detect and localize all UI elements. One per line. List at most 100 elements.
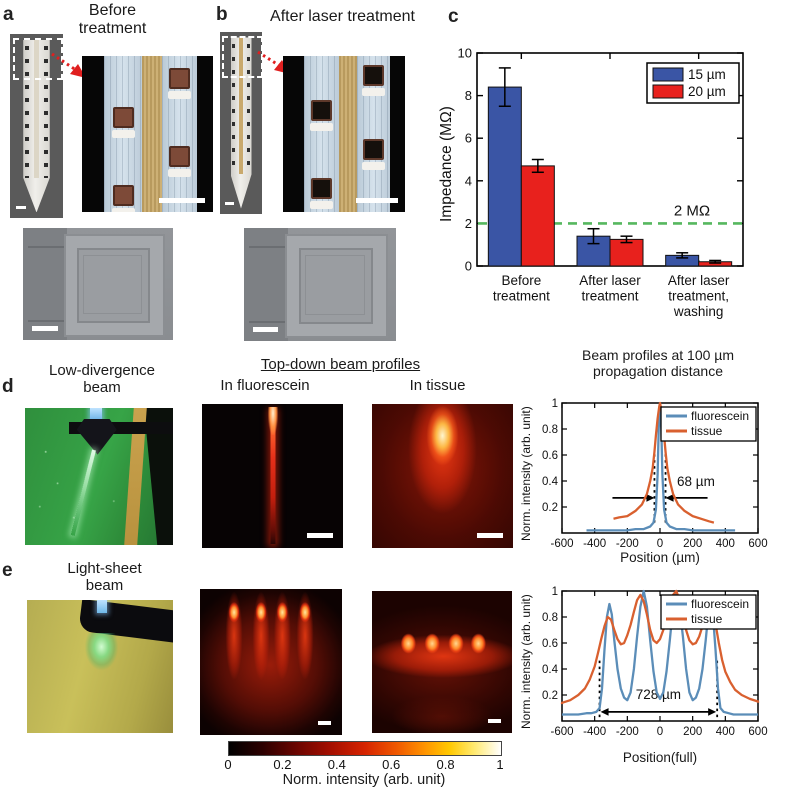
electrode-site	[111, 107, 135, 139]
electrode-dots-left	[25, 46, 29, 178]
svg-text:-600: -600	[550, 538, 573, 550]
probe-waveguide-stripe	[239, 37, 243, 175]
electrode-dots-left	[232, 44, 235, 175]
svg-text:-600: -600	[550, 726, 573, 738]
scale-bar	[253, 326, 279, 332]
scale-bar	[159, 197, 206, 203]
sem-electrode-before	[23, 228, 173, 340]
waveguide-stripe	[142, 56, 162, 212]
electrode-site	[362, 65, 386, 97]
probe-photo-after	[220, 32, 262, 214]
svg-text:0.6: 0.6	[542, 638, 558, 650]
colorbar-tick: 0.6	[382, 757, 401, 772]
svg-text:400: 400	[716, 538, 735, 550]
beam-image-fluorescein-low-divergence	[202, 404, 343, 548]
beam-profile-chart: 0.2 0.4 0.6 0.8 1 -600 -400 -200 0 200 400 600 68 µm…	[542, 398, 768, 550]
electrode-site	[309, 177, 333, 209]
panel-c-label: c	[448, 6, 459, 27]
beam-image-fluorescein-light-sheet	[200, 589, 342, 735]
electrode-site	[168, 68, 192, 100]
svg-text:tissue: tissue	[691, 424, 723, 438]
svg-text:0: 0	[657, 726, 663, 738]
optical-fiber	[90, 408, 102, 424]
scale-bar	[225, 201, 235, 205]
svg-text:4: 4	[465, 173, 472, 188]
scale-bar	[355, 197, 398, 203]
colorbar-tick: 0.8	[436, 757, 455, 772]
colorbar-tick: 0.2	[273, 757, 292, 772]
scale-bar	[487, 719, 501, 724]
probe-shank	[230, 37, 252, 209]
svg-text:0.8: 0.8	[542, 424, 558, 436]
svg-text:tissue: tissue	[691, 612, 723, 626]
electrode-closeup-before	[82, 56, 213, 212]
panel-e-title: Light-sheet beam	[67, 560, 142, 595]
scale-bar	[317, 720, 331, 725]
impedance-bar-chart: 0 2 4 6 8 10 2 MΩ Before treatment After laser tre…	[458, 46, 744, 319]
svg-text:20 µm: 20 µm	[688, 84, 726, 99]
svg-text:8: 8	[465, 88, 472, 103]
colorbar-ticks: 0 0.2 0.4 0.6 0.8 1	[224, 757, 503, 772]
scale-bar	[477, 532, 504, 538]
svg-text:0.2: 0.2	[542, 502, 558, 514]
shank-band-right	[161, 56, 198, 212]
panel-a-label: a	[3, 4, 14, 25]
svg-text:68 µm: 68 µm	[677, 474, 715, 489]
optical-fiber	[97, 600, 108, 614]
svg-text:15 µm: 15 µm	[688, 67, 726, 82]
svg-text:0: 0	[465, 259, 472, 274]
svg-text:6: 6	[465, 131, 472, 146]
electrode-dots-right	[44, 46, 48, 178]
svg-text:200: 200	[683, 726, 702, 738]
svg-text:1: 1	[552, 398, 558, 410]
svg-text:0.8: 0.8	[542, 612, 558, 624]
line-chart-d-title: Beam profiles at 100 µm propagation dist…	[581, 347, 735, 380]
probe-shank	[23, 39, 50, 213]
svg-text:600: 600	[748, 538, 767, 550]
scale-bar	[16, 205, 27, 209]
scale-bar	[307, 532, 334, 538]
panel-b-label: b	[216, 4, 228, 25]
svg-text:0.4: 0.4	[542, 476, 559, 488]
photo-low-divergence	[25, 408, 173, 545]
svg-text:200: 200	[683, 538, 702, 550]
electrode-site	[309, 99, 333, 131]
top-down-header: Top-down beam profiles	[260, 356, 421, 373]
svg-text:600: 600	[748, 726, 767, 738]
svg-text:-400: -400	[583, 538, 606, 550]
svg-text:-400: -400	[583, 726, 606, 738]
svg-text:400: 400	[716, 726, 735, 738]
svg-text:fluorescein: fluorescein	[691, 409, 749, 423]
svg-text:-200: -200	[616, 538, 639, 550]
sem-electrode-after	[244, 228, 396, 341]
line-chart-e-xlabel: Position(full)	[622, 750, 698, 765]
svg-text:-200: -200	[616, 726, 639, 738]
svg-text:0.2: 0.2	[542, 690, 558, 702]
zoom-region-box	[222, 35, 262, 78]
svg-text:1: 1	[552, 586, 558, 598]
electrode-site	[168, 146, 192, 178]
electrode-closeup-after	[283, 56, 405, 212]
beam-tip	[267, 406, 278, 435]
electrode-dots-right	[247, 44, 250, 175]
laser-glow	[81, 633, 122, 703]
colorbar-tick: 0	[224, 757, 232, 772]
colorbar-label: Norm. intensity (arb. unit)	[282, 772, 446, 788]
colorbar	[228, 741, 502, 756]
beam-image-tissue-light-sheet	[372, 591, 512, 733]
svg-text:0: 0	[657, 538, 663, 550]
colorbar-tick: 0.4	[327, 757, 346, 772]
in-fluorescein-header: In fluorescein	[220, 377, 310, 394]
waveguide-stripe	[339, 56, 358, 212]
line-chart-d-xlabel: Position (µm)	[620, 550, 700, 565]
electrode-site	[111, 185, 135, 212]
svg-text:2 MΩ: 2 MΩ	[674, 202, 710, 219]
svg-text:fluorescein: fluorescein	[691, 597, 749, 611]
in-tissue-header: In tissue	[409, 377, 466, 394]
zoom-region-box	[12, 37, 63, 81]
scale-bar	[32, 326, 58, 332]
